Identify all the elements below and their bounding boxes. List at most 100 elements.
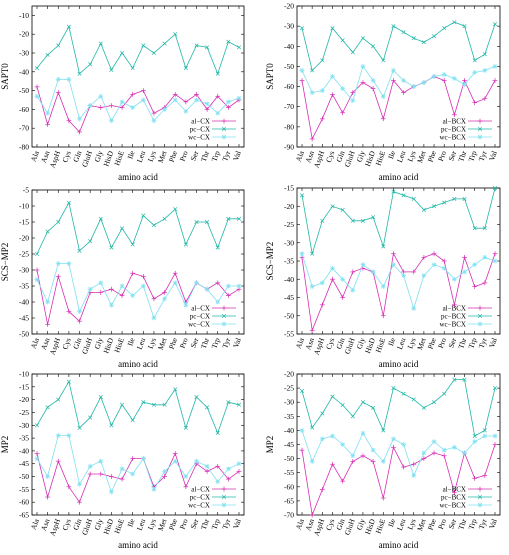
data-point [330, 74, 335, 79]
x-tick-label: Met [156, 149, 169, 164]
data-point [45, 474, 51, 479]
plot-frame [31, 373, 245, 516]
data-point [183, 99, 189, 105]
data-point [130, 270, 136, 276]
series-al−BCX [299, 251, 498, 333]
data-point [391, 189, 396, 194]
x-tick-label: Pro [178, 149, 190, 162]
data-point [55, 76, 61, 82]
data-point [215, 430, 220, 436]
series-line [301, 379, 496, 437]
plot-frame [296, 187, 501, 335]
data-point [236, 461, 242, 467]
data-point [462, 196, 467, 201]
data-point [320, 218, 325, 223]
x-tick-label: HisE [374, 336, 388, 354]
data-point [492, 433, 498, 439]
data-point [330, 265, 335, 271]
data-point [330, 92, 335, 98]
data-point [55, 433, 61, 438]
data-point [431, 262, 437, 268]
series-al−CX [34, 84, 242, 135]
data-point [360, 262, 366, 268]
series-wc−BCX [299, 64, 498, 104]
data-point [462, 82, 467, 87]
x-tick-label: Leu [135, 149, 148, 163]
data-point [162, 107, 167, 112]
legend-label: pc−CX [190, 313, 210, 321]
series-line [36, 380, 240, 435]
data-point [441, 72, 447, 77]
data-point [472, 284, 478, 289]
data-point [411, 196, 416, 201]
data-point [119, 105, 125, 110]
chart-panel-top-left: -80-70-60-50-40-30-20-10AlaAsnAspHCysGln… [0, 5, 245, 182]
data-point [98, 216, 103, 221]
y-tick-label: -50 [284, 311, 294, 320]
legend-marker [477, 486, 483, 492]
data-point [441, 258, 447, 264]
data-point [380, 116, 386, 122]
x-tick-label: Cys [60, 518, 72, 532]
data-point [88, 62, 93, 67]
data-point [370, 459, 376, 464]
data-point [482, 96, 488, 102]
data-point [45, 405, 50, 410]
chart-panel-bottom-right: -70-65-60-55-50-45-40-35-30-25-20AlaAsnA… [265, 370, 501, 550]
data-point [173, 207, 178, 212]
x-tick-label: Pro [436, 149, 448, 162]
data-point [55, 274, 61, 279]
data-point [330, 204, 335, 209]
x-tick-label: Gln [334, 149, 346, 163]
data-point [350, 50, 355, 55]
legend-label: al−CX [191, 486, 210, 494]
data-point [98, 395, 103, 400]
x-axis-title: amino acid [379, 540, 419, 550]
data-point [172, 451, 178, 456]
data-point [309, 136, 315, 142]
data-point [492, 251, 498, 257]
data-point [411, 84, 417, 89]
data-point [309, 90, 315, 96]
data-point [340, 207, 345, 212]
data-point [340, 442, 346, 447]
data-point [380, 94, 386, 100]
data-point [492, 386, 498, 391]
data-point [205, 405, 210, 410]
data-point [350, 414, 355, 419]
data-point [391, 24, 396, 29]
data-point [299, 68, 305, 73]
data-point [162, 296, 167, 302]
y-tick-label: -40 [284, 42, 294, 51]
data-point [482, 433, 488, 439]
data-point [492, 185, 498, 191]
data-point [225, 99, 231, 105]
data-point [226, 216, 231, 221]
data-point [401, 78, 406, 83]
data-point [98, 93, 104, 99]
data-point [204, 101, 210, 107]
data-point [98, 471, 104, 477]
data-point [391, 251, 396, 257]
data-point [492, 64, 498, 69]
y-tick-label: -50 [284, 454, 294, 463]
data-point [98, 290, 104, 295]
x-axis-title: amino acid [379, 359, 419, 369]
series-line [36, 25, 240, 75]
data-point [319, 302, 325, 308]
data-point [320, 58, 325, 63]
plot-frame [31, 5, 245, 148]
data-point [66, 379, 71, 384]
x-tick-label: Gly [92, 336, 104, 350]
x-tick-label: Cys [324, 337, 336, 351]
y-tick-label: -20 [284, 202, 294, 211]
x-tick-label: Phe [426, 517, 439, 531]
data-point [130, 242, 135, 247]
data-point [130, 293, 136, 298]
x-tick-label: Asn [303, 336, 316, 351]
legend-marker [221, 486, 227, 492]
y-axis-title: SAPT0 [265, 63, 275, 90]
